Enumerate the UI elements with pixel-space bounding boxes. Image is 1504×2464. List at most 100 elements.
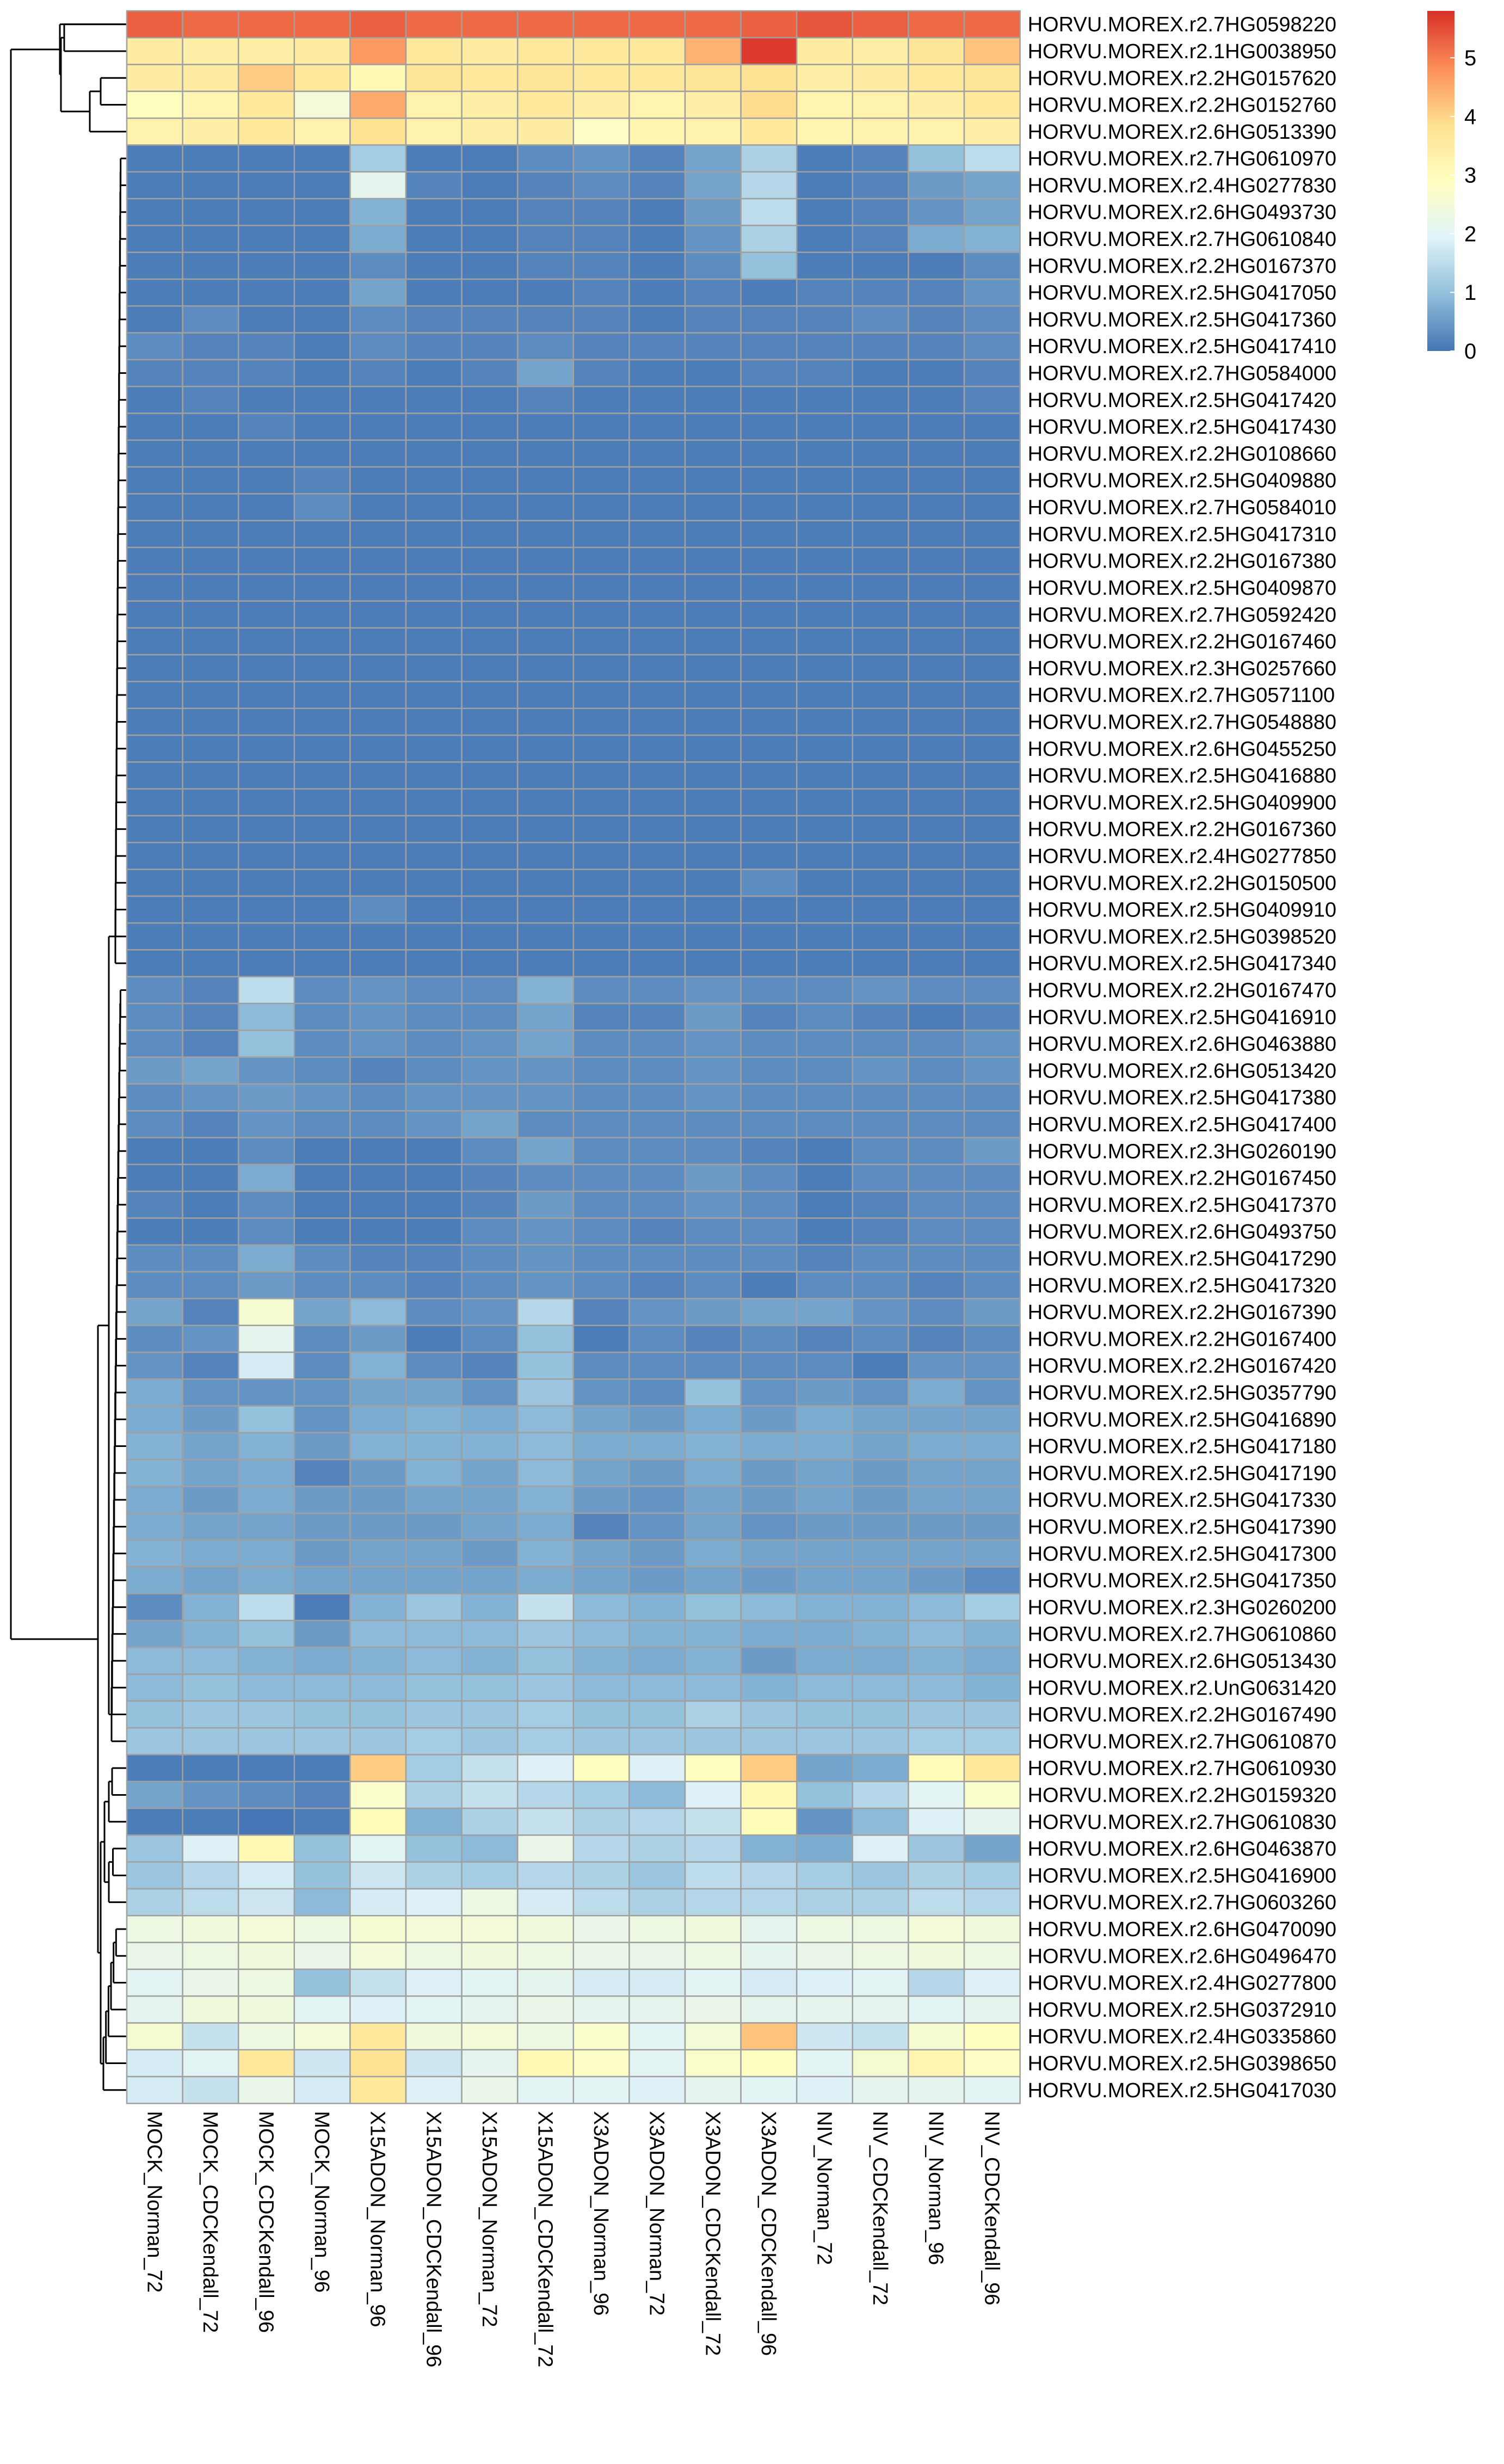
heatmap-cell xyxy=(963,1056,1021,1085)
heatmap-cell xyxy=(182,1754,239,1783)
heatmap-cell xyxy=(293,949,351,978)
heatmap-cell xyxy=(349,1834,407,1863)
heatmap-cell xyxy=(908,949,965,978)
heatmap-cell xyxy=(237,895,295,924)
heatmap-cell xyxy=(516,332,575,361)
heatmap-cell xyxy=(349,1673,407,1702)
heatmap-cell xyxy=(628,1700,686,1729)
heatmap-cell xyxy=(684,1056,742,1085)
heatmap-cell xyxy=(684,2022,742,2051)
heatmap-cell xyxy=(740,1512,798,1541)
heatmap-cell xyxy=(740,1432,798,1461)
row-label: HORVU.MOREX.r2.2HG0167490 xyxy=(1028,1704,1336,1727)
heatmap-cell xyxy=(293,332,351,361)
heatmap-cell xyxy=(740,1968,798,1997)
heatmap-cell xyxy=(182,1593,239,1622)
heatmap-cell xyxy=(516,1915,575,1943)
heatmap-cell xyxy=(349,574,407,602)
heatmap-cell xyxy=(405,842,463,870)
heatmap-cell xyxy=(628,90,686,119)
heatmap-cell xyxy=(963,1163,1021,1192)
heatmap-cell xyxy=(852,10,909,39)
heatmap-cell xyxy=(461,734,519,763)
heatmap-cell xyxy=(182,922,239,951)
heatmap-cell xyxy=(461,225,519,253)
heatmap-cell xyxy=(461,1244,519,1273)
heatmap-cell xyxy=(182,1351,239,1380)
heatmap-cell xyxy=(740,1002,798,1031)
heatmap-cell xyxy=(963,1700,1021,1729)
row-dendrogram xyxy=(10,23,127,2091)
heatmap-cell xyxy=(237,922,295,951)
heatmap-cell xyxy=(126,788,183,817)
column-label: X15ADON_CDCKendall_72 xyxy=(534,2111,557,2367)
heatmap-cell xyxy=(796,1727,854,1755)
heatmap-cell xyxy=(349,734,407,763)
heatmap-cell xyxy=(852,1002,909,1031)
heatmap-cell xyxy=(908,574,965,602)
heatmap-cell xyxy=(684,1700,742,1729)
heatmap-cell xyxy=(516,171,575,200)
heatmap-cell xyxy=(796,520,854,549)
heatmap-cell xyxy=(182,305,239,334)
heatmap-cell xyxy=(908,412,965,441)
heatmap-cell xyxy=(516,1110,575,1138)
heatmap-cell xyxy=(684,1163,742,1192)
heatmap-cell xyxy=(461,493,519,521)
heatmap-cell xyxy=(516,1754,575,1783)
heatmap-cell xyxy=(572,949,630,978)
heatmap-cell xyxy=(628,574,686,602)
heatmap-cell xyxy=(461,144,519,173)
heatmap-cell xyxy=(796,1458,854,1487)
heatmap-cell xyxy=(852,1351,909,1380)
heatmap-cell xyxy=(126,171,183,200)
heatmap-cell xyxy=(293,1217,351,1246)
heatmap-cell xyxy=(237,1325,295,1353)
heatmap-cell xyxy=(182,198,239,226)
heatmap-cell xyxy=(740,1888,798,1917)
heatmap-cell xyxy=(405,1163,463,1192)
heatmap-cell xyxy=(796,1351,854,1380)
heatmap-cell xyxy=(126,10,183,39)
heatmap-cell xyxy=(908,1915,965,1943)
heatmap-cell xyxy=(182,1217,239,1246)
heatmap-cell xyxy=(126,654,183,682)
heatmap-cell xyxy=(461,1458,519,1487)
heatmap-cell xyxy=(182,1083,239,1112)
heatmap-cell xyxy=(963,198,1021,226)
heatmap-cell xyxy=(684,681,742,710)
heatmap-cell xyxy=(852,1727,909,1755)
heatmap-cell xyxy=(796,1673,854,1702)
heatmap-cell xyxy=(349,64,407,93)
heatmap-cell xyxy=(684,1619,742,1648)
heatmap-cell xyxy=(740,64,798,93)
heatmap-cell xyxy=(852,1647,909,1675)
heatmap-cell xyxy=(740,1700,798,1729)
heatmap-cell xyxy=(740,788,798,817)
heatmap-cell xyxy=(516,1432,575,1461)
heatmap-cell xyxy=(684,976,742,1005)
heatmap-cell xyxy=(740,815,798,843)
heatmap-cell xyxy=(237,681,295,710)
heatmap-cell xyxy=(126,1083,183,1112)
heatmap-cell xyxy=(572,1244,630,1273)
heatmap-cell xyxy=(908,1566,965,1594)
row-label: HORVU.MOREX.r2.6HG0493750 xyxy=(1028,1221,1336,1243)
heatmap-cell xyxy=(908,1190,965,1219)
heatmap-cell xyxy=(405,1915,463,1943)
heatmap-cell xyxy=(516,788,575,817)
heatmap-cell xyxy=(684,1378,742,1407)
heatmap-cell xyxy=(684,1351,742,1380)
heatmap-cell xyxy=(908,144,965,173)
heatmap-cell xyxy=(908,332,965,361)
heatmap-cell xyxy=(405,600,463,629)
heatmap-cell xyxy=(796,842,854,870)
heatmap-cell xyxy=(628,225,686,253)
row-label: HORVU.MOREX.r2.6HG0463880 xyxy=(1028,1033,1336,1056)
row-label: HORVU.MOREX.r2.5HG0417310 xyxy=(1028,523,1336,546)
heatmap-cell xyxy=(963,1030,1021,1058)
heatmap-cell xyxy=(908,1217,965,1246)
heatmap-cell xyxy=(349,332,407,361)
heatmap-cell xyxy=(628,976,686,1005)
heatmap-cell xyxy=(684,198,742,226)
